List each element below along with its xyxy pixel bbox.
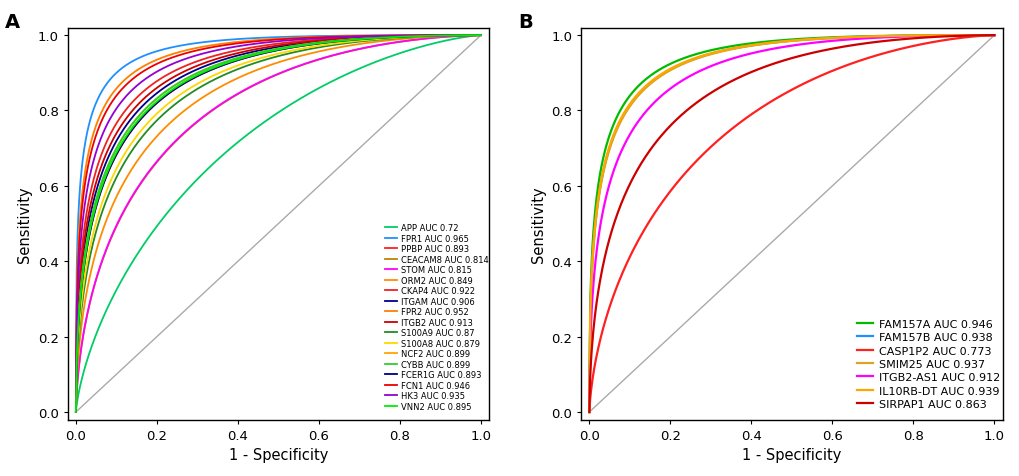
Legend: APP AUC 0.72, FPR1 AUC 0.965, PPBP AUC 0.893, CEACAM8 AUC 0.814, STOM AUC 0.815,: APP AUC 0.72, FPR1 AUC 0.965, PPBP AUC 0…	[383, 223, 489, 412]
Text: A: A	[5, 13, 19, 32]
Legend: FAM157A AUC 0.946, FAM157B AUC 0.938, CASP1P2 AUC 0.773, SMIM25 AUC 0.937, ITGB2: FAM157A AUC 0.946, FAM157B AUC 0.938, CA…	[855, 318, 1001, 410]
X-axis label: 1 - Specificity: 1 - Specificity	[228, 447, 328, 462]
X-axis label: 1 - Specificity: 1 - Specificity	[742, 447, 841, 462]
Y-axis label: Sensitivity: Sensitivity	[530, 186, 545, 262]
Text: B: B	[518, 13, 532, 32]
Y-axis label: Sensitivity: Sensitivity	[17, 186, 33, 262]
